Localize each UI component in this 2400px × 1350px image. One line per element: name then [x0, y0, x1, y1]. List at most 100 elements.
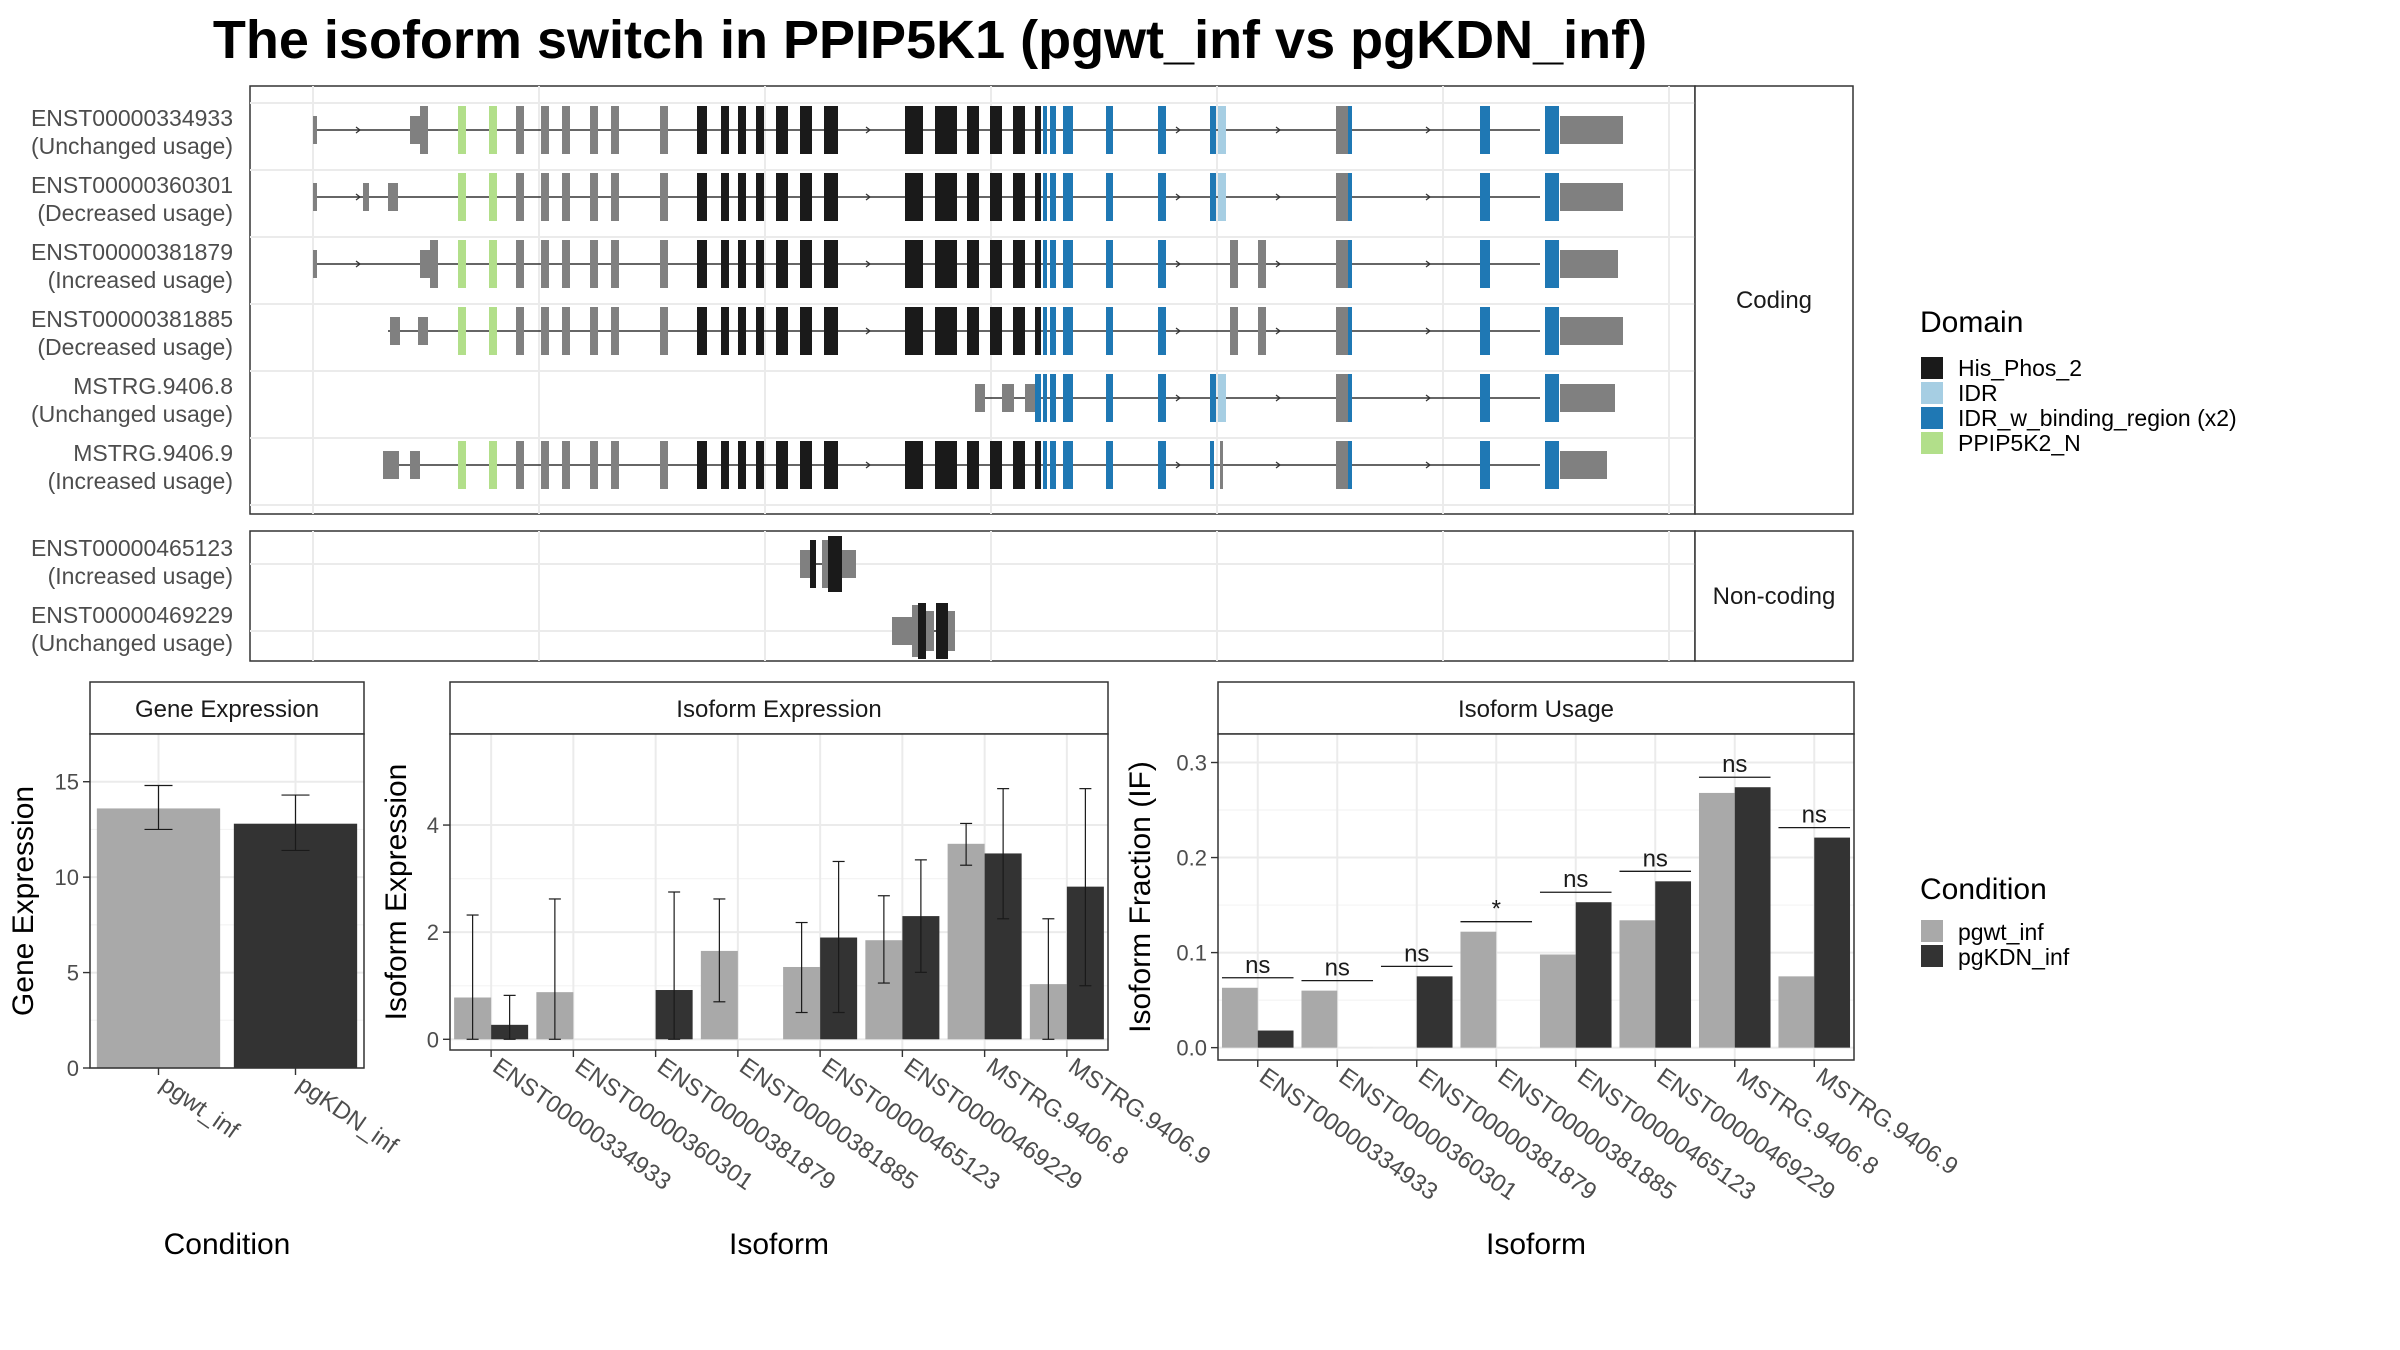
direction-arrow-icon [865, 193, 871, 201]
cds-exon [562, 106, 570, 154]
isoform-label-id: ENST00000381879 [31, 239, 233, 265]
cds-exon [516, 240, 524, 288]
cds-exon [489, 173, 497, 221]
cds-exon [1348, 173, 1352, 221]
isoform-label-id: MSTRG.9406.8 [73, 373, 233, 399]
cds-exon [967, 441, 979, 489]
bar [1221, 987, 1258, 1048]
cds-exon [990, 106, 1002, 154]
isoform-track-5 [975, 374, 1615, 422]
utr-exon [363, 183, 369, 211]
cds-exon [1050, 106, 1056, 154]
cds-exon [1013, 240, 1025, 288]
cds-exon [1258, 240, 1266, 288]
utr-exon [1560, 384, 1615, 412]
direction-arrow-icon [1175, 461, 1181, 469]
cds-exon [611, 106, 619, 154]
cds-exon [562, 240, 570, 288]
direction-arrow-icon [865, 327, 871, 335]
cds-exon [1043, 173, 1047, 221]
utr-exon [313, 183, 317, 211]
structure-noncoding-strip: Non-coding [1694, 530, 1854, 662]
chart-title: Isoform Usage [1458, 696, 1614, 723]
cds-exon [1218, 106, 1226, 154]
cds-exon [738, 173, 746, 221]
cds-exon [990, 307, 1002, 355]
cds-exon [1063, 374, 1073, 422]
cds-exon [935, 240, 957, 288]
structure-coding-grid [250, 86, 1695, 514]
legend-key-his-phos-2 [1921, 357, 1943, 379]
significance-label: ns [1245, 952, 1270, 979]
facet-strip [449, 681, 1109, 735]
cds-exon [1063, 106, 1073, 154]
cds-exon [776, 307, 788, 355]
cds-exon [800, 173, 812, 221]
cds-exon [697, 240, 707, 288]
cds-exon [738, 106, 746, 154]
direction-arrow-icon [355, 126, 361, 134]
cds-exon [1043, 441, 1047, 489]
cds-exon [541, 173, 549, 221]
cds-exon [1106, 106, 1113, 154]
cds-exon [430, 240, 438, 288]
significance-label: ns [1325, 955, 1350, 982]
cds-exon [1480, 307, 1490, 355]
cds-exon [489, 307, 497, 355]
cds-exon [420, 106, 428, 154]
utr-exon [410, 116, 420, 144]
exon [912, 605, 918, 657]
y-tick-label: 0 [427, 1027, 439, 1052]
utr-exon [1560, 317, 1623, 345]
y-tick-label: 15 [55, 770, 79, 795]
cds-exon [824, 173, 838, 221]
utr-exon [1560, 451, 1607, 479]
bar [1734, 787, 1771, 1048]
bar [233, 823, 358, 1068]
cds-exon [1336, 441, 1348, 489]
cds-exon [935, 173, 957, 221]
cds-exon [660, 441, 668, 489]
cds-exon [967, 307, 979, 355]
y-tick-label: 2 [427, 920, 439, 945]
cds-exon [824, 307, 838, 355]
cds-exon [1063, 173, 1073, 221]
cds-exon [1348, 240, 1352, 288]
cds-exon [1545, 106, 1559, 154]
y-tick-label: 0.2 [1176, 846, 1207, 871]
direction-arrow-icon [1175, 327, 1181, 335]
y-tick-label: 0 [67, 1056, 79, 1081]
coding-isoform-labels: ENST00000334933 (Unchanged usage) ENST00… [31, 105, 233, 494]
bar [1301, 990, 1338, 1048]
significance-label: ns [1722, 751, 1747, 778]
cds-exon [590, 173, 598, 221]
cds-exon [1035, 441, 1041, 489]
direction-arrow-icon [865, 260, 871, 268]
bar [1698, 792, 1735, 1048]
direction-arrow-icon [1425, 394, 1431, 402]
cds-exon [1043, 240, 1047, 288]
facet-strip [89, 681, 365, 735]
cds-exon [489, 441, 497, 489]
isoform-label-usage: (Decreased usage) [37, 334, 233, 360]
cds-exon [1050, 374, 1056, 422]
utr-exon [410, 451, 420, 479]
significance-label: * [1492, 896, 1501, 923]
plot-border [89, 733, 365, 1069]
direction-arrow-icon [865, 461, 871, 469]
cds-exon [1348, 441, 1352, 489]
exon [918, 603, 926, 659]
cds-exon [1050, 441, 1056, 489]
cds-exon [1336, 240, 1348, 288]
noncoding-isoform-tracks [800, 536, 955, 659]
cds-exon [1043, 307, 1047, 355]
isoform-label-id: ENST00000465123 [31, 535, 233, 561]
utr-exon [418, 317, 428, 345]
legend-key-idr [1921, 382, 1943, 404]
cds-exon [590, 307, 598, 355]
condition-legend: Condition pgwt_inf pgKDN_inf [1920, 873, 2070, 970]
isoform-usage-chart: Isoform Usage ns ns ns * ns ns ns ns 0.0 0.1 0.2 0.3… [1124, 681, 1963, 1261]
cds-exon [1063, 240, 1073, 288]
cds-exon [1050, 307, 1056, 355]
y-tick-label: 5 [67, 961, 79, 986]
